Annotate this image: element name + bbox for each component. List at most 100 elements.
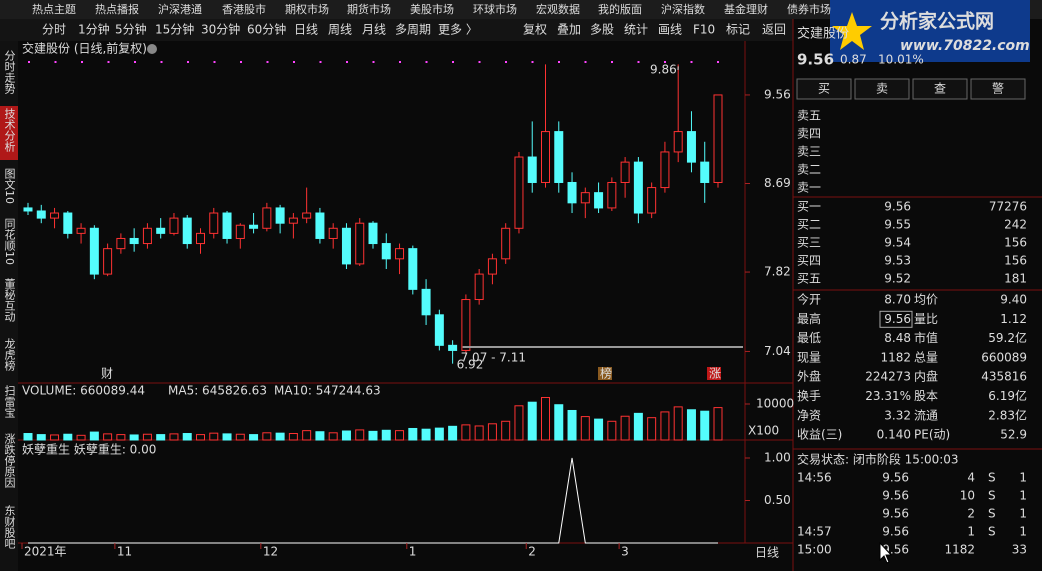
candle-body (461, 299, 471, 351)
stat-value: 52.9 (1000, 428, 1027, 442)
dot (425, 61, 428, 63)
side-tab[interactable]: 董秘互动 (3, 278, 16, 322)
side-tab[interactable]: 东财股吧 (3, 505, 16, 549)
tool-button[interactable]: 标记 (726, 23, 750, 37)
period-button[interactable]: 5分钟 (115, 22, 147, 37)
candle-body (527, 156, 537, 183)
side-tab[interactable]: 技术分析 (3, 108, 16, 153)
trade-button-label[interactable]: 警 (992, 81, 1004, 96)
trade-cell: S (988, 507, 996, 521)
candle-body (235, 224, 245, 239)
menu-item[interactable]: 期权市场 (285, 2, 329, 16)
trade-status: 交易状态: 闭市阶段 15:00:03 (797, 452, 959, 467)
legend-ma5: MA5: 645826.63 (168, 384, 267, 398)
period-button[interactable]: 周线 (328, 23, 352, 37)
menu-item[interactable]: 沪深港通 (158, 2, 202, 16)
dot (107, 61, 110, 63)
trade-cell: 2 (967, 507, 975, 521)
x-tick-label: 2 (528, 545, 536, 559)
side-tab[interactable]: 涨跌停原因 (3, 433, 16, 489)
side-tab[interactable]: 分时走势 (3, 50, 16, 94)
trade-button-label[interactable]: 卖 (876, 82, 888, 96)
menu-item[interactable]: 基金理财 (724, 2, 768, 16)
menu-item[interactable]: 热点主题 (32, 3, 76, 16)
candle-body (567, 181, 577, 204)
tool-button[interactable]: 画线 (658, 23, 682, 37)
period-button[interactable]: 30分钟 (201, 22, 240, 37)
period-button[interactable]: 日线 (294, 23, 318, 37)
trade-button-label[interactable]: 查 (934, 82, 946, 96)
tool-button[interactable]: 复权 (523, 23, 547, 37)
volume-bar (594, 418, 604, 441)
dot (558, 61, 560, 63)
period-button[interactable]: 月线 (362, 23, 386, 37)
stat-value: 59.2亿 (988, 330, 1027, 345)
high-annotation: 9.86 (650, 63, 677, 77)
side-tab[interactable]: 同花顺10 (3, 218, 16, 265)
candle-body (302, 212, 312, 219)
menu-item[interactable]: 沪深指数 (661, 2, 705, 16)
stat-value: 0.140 (877, 428, 911, 442)
low-annotation: 6.92 (457, 358, 484, 372)
trade-button[interactable] (912, 78, 968, 100)
period-button[interactable]: 多周期 (395, 23, 431, 37)
trade-button[interactable] (854, 78, 910, 100)
buy-volume: 242 (1004, 218, 1027, 232)
tool-button[interactable]: 叠加 (557, 23, 581, 37)
period-button[interactable]: 1分钟 (78, 22, 110, 37)
volume-bar (567, 409, 577, 441)
side-tab[interactable]: 扫雷宝 (3, 385, 16, 418)
trade-button[interactable] (796, 78, 852, 100)
unit-label: X100 (748, 424, 779, 438)
period-button[interactable]: 分时 (42, 23, 66, 37)
value-box (879, 310, 913, 328)
menu-item[interactable]: 我的版面 (598, 2, 642, 16)
volume-bar (421, 428, 431, 441)
marker-bg (598, 367, 612, 380)
tool-button[interactable]: 返回 (762, 23, 786, 37)
candle-body (421, 288, 431, 316)
volume-bar (315, 431, 325, 441)
volume-bar (434, 427, 444, 441)
dot (28, 61, 30, 63)
buy-price: 9.55 (884, 218, 911, 232)
buy-price: 9.52 (884, 272, 911, 286)
tool-button[interactable]: 统计 (624, 23, 648, 37)
candle-body (76, 227, 86, 234)
menu-item[interactable]: 期货市场 (347, 2, 391, 16)
active-tab (0, 106, 18, 160)
tool-button[interactable]: F10 (693, 23, 715, 37)
dot (293, 61, 295, 63)
volume-bar (328, 432, 338, 441)
period-button[interactable]: 15分钟 (155, 22, 194, 37)
buy-price: 9.56 (884, 200, 911, 214)
menu-item[interactable]: 宏观数据 (536, 2, 580, 16)
stat-label: 净资 (797, 408, 821, 422)
dot (187, 61, 189, 63)
menu-item[interactable]: 香港股市 (222, 2, 266, 16)
dot (478, 61, 481, 63)
volume-bar (116, 434, 126, 441)
menu-item[interactable]: 热点播报 (95, 2, 139, 16)
menu-item[interactable]: 环球市场 (473, 2, 517, 16)
volume-bar (368, 430, 378, 441)
trade-button-label[interactable]: 买 (818, 82, 830, 96)
side-tab[interactable]: 龙虎榜 (3, 338, 16, 372)
sell-level: 卖二 (797, 163, 821, 177)
period-button[interactable]: 60分钟 (247, 22, 286, 37)
candle-body (368, 222, 378, 245)
menu-item[interactable]: 债券市场 (787, 2, 831, 16)
marker: 财 (101, 367, 113, 381)
candle-body (660, 151, 670, 189)
period-button[interactable]: 更多 〉 (438, 23, 478, 37)
candle-body (700, 161, 710, 183)
marker: 榜 (600, 366, 612, 381)
candle-body (434, 314, 444, 346)
sell-level: 卖四 (797, 127, 821, 141)
tool-button[interactable]: 多股 (590, 23, 614, 37)
stat-label: 流通 (914, 408, 938, 422)
menu-item[interactable]: 美股市场 (410, 2, 454, 16)
side-tab[interactable]: 图文10 (3, 168, 16, 204)
trade-button[interactable] (970, 78, 1026, 100)
